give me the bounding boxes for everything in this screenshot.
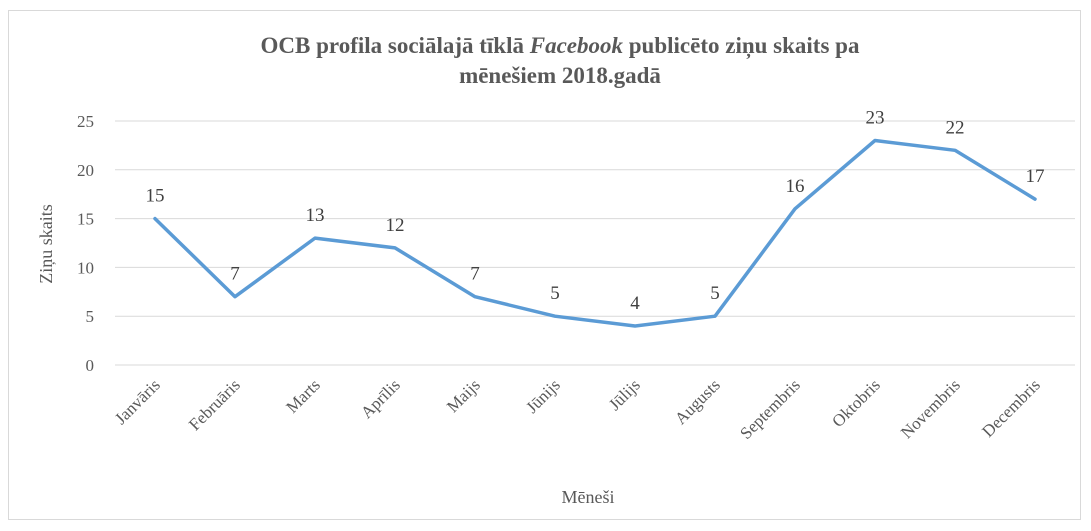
y-tick-label-1: 5 [86, 307, 95, 326]
x-tick-label-9: Oktobris [828, 375, 884, 431]
x-axis-ticks: Janvāris Februāris Marts Aprīlis Maijs Jūnijs… [111, 375, 1044, 443]
data-label-11: 17 [1026, 166, 1045, 187]
x-tick-label-1: Februāris [185, 375, 244, 434]
chart-title-line1: OCB profila sociālajā tīklā Facebook pub… [261, 33, 860, 60]
data-label-1: 7 [230, 264, 240, 285]
data-label-0: 15 [146, 186, 165, 207]
data-labels: 15 7 13 12 7 5 4 5 16 23 22 17 [146, 108, 1045, 314]
x-tick-label-10: Novembris [897, 375, 964, 442]
chart-frame [8, 10, 1081, 520]
y-tick-label-2: 10 [77, 258, 94, 277]
data-label-4: 7 [470, 264, 480, 285]
y-tick-label-5: 25 [77, 112, 94, 131]
x-tick-label-6: Jūlijs [605, 375, 644, 414]
series-layer [153, 138, 1037, 328]
y-tick-label-3: 15 [77, 210, 94, 229]
x-tick-label-7: Augusts [671, 375, 724, 428]
x-tick-label-11: Decembris [978, 375, 1044, 441]
y-tick-label-0: 0 [86, 356, 95, 375]
x-tick-label-0: Janvāris [111, 375, 164, 428]
x-tick-label-3: Aprīlis [357, 375, 404, 422]
data-label-3: 12 [386, 215, 405, 236]
x-tick-label-5: Jūnijs [522, 375, 563, 416]
y-tick-label-4: 20 [77, 161, 94, 180]
data-label-6: 4 [630, 293, 640, 314]
x-tick-label-8: Septembris [736, 375, 804, 443]
data-label-8: 16 [786, 176, 805, 197]
data-label-2: 13 [306, 205, 325, 226]
chart-title-part2: publicēto ziņu skaits pa [623, 33, 860, 60]
data-label-9: 23 [866, 108, 885, 129]
x-tick-label-2: Marts [282, 375, 323, 416]
series-line [153, 138, 1037, 328]
gridlines [115, 120, 1075, 366]
data-label-7: 5 [710, 283, 720, 304]
data-label-10: 22 [946, 117, 965, 138]
chart-title-line2: mēnešiem 2018.gadā [459, 63, 661, 88]
chart-title-italic: Facebook [529, 33, 624, 58]
y-axis-ticks: 0 5 10 15 20 25 [77, 112, 94, 375]
data-label-5: 5 [550, 283, 560, 304]
chart-title-part1: OCB profila sociālajā tīklā [261, 33, 530, 58]
y-axis-label: Ziņu skaits [36, 204, 56, 284]
x-axis-label: Mēneši [562, 487, 615, 507]
x-tick-label-4: Maijs [443, 375, 484, 416]
